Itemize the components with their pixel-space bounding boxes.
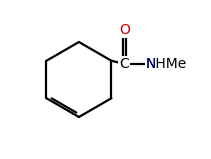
Text: O: O	[119, 23, 130, 37]
Text: NHMe: NHMe	[146, 57, 187, 71]
Text: N: N	[146, 57, 157, 71]
Text: C: C	[119, 57, 129, 71]
